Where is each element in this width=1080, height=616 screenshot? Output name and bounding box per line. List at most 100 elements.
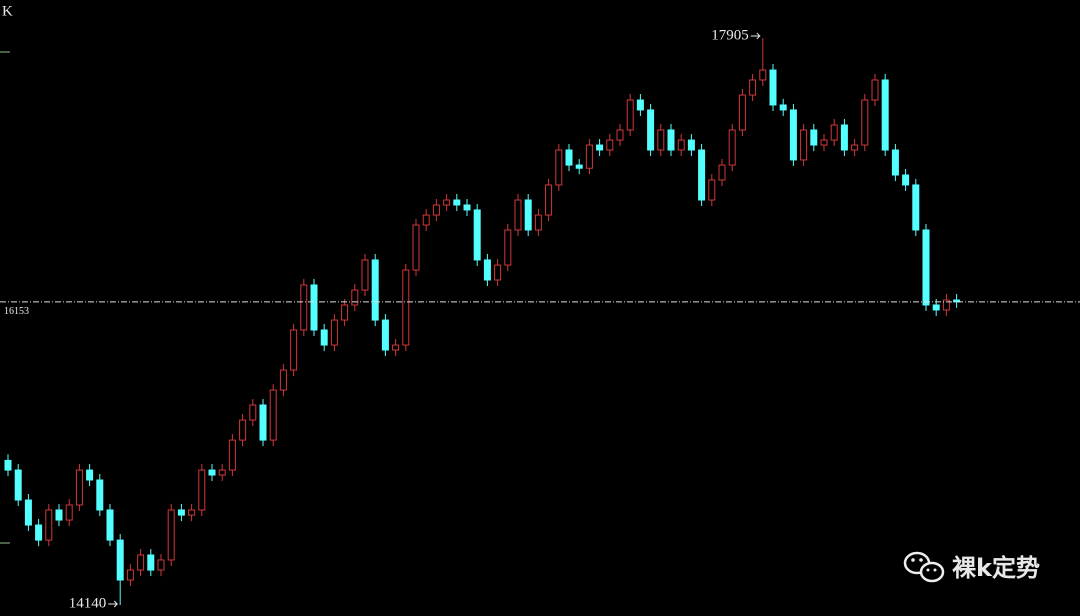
candle-body	[45, 509, 53, 541]
candle-body	[820, 139, 828, 146]
chart-title: K	[2, 3, 13, 19]
candle-body	[65, 504, 73, 521]
candle-body	[361, 259, 369, 291]
candle-body	[463, 204, 471, 211]
candle-body	[320, 329, 328, 346]
candle-body	[269, 389, 277, 441]
candle-body	[290, 329, 298, 371]
max-label: 17905	[711, 27, 749, 43]
candle-body	[606, 139, 614, 151]
candle-body	[494, 264, 502, 281]
candle-body	[392, 344, 400, 351]
candle-body	[330, 319, 338, 346]
candle-body	[636, 99, 644, 111]
candle-body	[300, 284, 308, 331]
candle-body	[800, 129, 808, 161]
last-price-label: 16153	[4, 306, 29, 317]
candle-body	[830, 124, 838, 141]
candle-body	[861, 99, 869, 146]
candle-body	[616, 129, 624, 141]
candle-body	[871, 79, 879, 101]
candle-body	[942, 299, 950, 311]
candle-body	[626, 99, 634, 131]
candle-body	[453, 199, 461, 206]
candle-body	[167, 509, 175, 561]
candle-body	[524, 199, 532, 231]
candle-body	[147, 554, 155, 571]
candle-body	[504, 229, 512, 266]
candle-body	[534, 214, 542, 231]
candle-body	[718, 164, 726, 181]
candle-body	[24, 499, 32, 526]
candle-body	[555, 149, 563, 186]
candle-body	[779, 104, 787, 111]
candle-body	[75, 469, 83, 506]
candle-body	[371, 259, 379, 321]
candle-body	[585, 144, 593, 169]
candle-body	[473, 209, 481, 261]
candle-body	[932, 304, 940, 311]
candle-body	[749, 79, 757, 96]
candle-body	[55, 509, 63, 521]
candle-body	[208, 469, 216, 476]
candle-body	[677, 139, 685, 151]
candle-body	[891, 149, 899, 176]
candle-body	[687, 139, 695, 151]
candle-body	[789, 109, 797, 161]
candle-body	[759, 69, 767, 81]
candle-body	[177, 509, 185, 516]
candle-body	[545, 184, 553, 216]
candle-body	[647, 109, 655, 151]
candle-body	[86, 469, 94, 481]
candle-body	[402, 269, 410, 346]
arrow	[108, 600, 118, 608]
candle-body	[698, 149, 706, 201]
candle-body	[483, 259, 491, 281]
candle-body	[157, 559, 165, 571]
candle-body	[657, 129, 665, 151]
candle-body	[443, 199, 451, 206]
wechat-icon	[903, 551, 945, 583]
min-label: 14140	[69, 595, 107, 611]
candle-body	[728, 129, 736, 166]
candle-body	[575, 164, 583, 169]
candle-body	[137, 554, 145, 571]
watermark: 裸k定势	[952, 554, 1040, 582]
candle-body	[259, 404, 267, 441]
candle-body	[351, 289, 359, 306]
candle-body	[96, 479, 104, 511]
candle-body	[239, 419, 247, 441]
candle-body	[922, 229, 930, 306]
candle-body	[840, 124, 848, 151]
candle-body	[667, 129, 675, 151]
candle-body	[902, 174, 910, 186]
candle-body	[198, 469, 206, 511]
candle-body	[249, 404, 257, 421]
candle-body	[912, 184, 920, 231]
candle-body	[412, 224, 420, 271]
candle-body	[953, 299, 961, 303]
candle-body	[310, 284, 318, 331]
candle-body	[738, 94, 746, 131]
candle-body	[565, 149, 573, 166]
candle-body	[432, 204, 440, 216]
candle-body	[381, 319, 389, 351]
candle-body	[188, 509, 196, 516]
candle-body	[279, 369, 287, 391]
candle-body	[514, 199, 522, 231]
candle-body	[35, 524, 43, 541]
candle-body	[228, 439, 236, 471]
candle-body	[769, 69, 777, 106]
candle-body	[881, 79, 889, 151]
candle-body	[14, 469, 22, 501]
candle-body	[126, 569, 134, 581]
candle-body	[810, 129, 818, 146]
candle-body	[106, 509, 114, 541]
arrow	[750, 32, 761, 40]
candle-body	[851, 144, 859, 151]
candle-body	[341, 304, 349, 321]
candle-body	[116, 539, 124, 581]
candle-body	[596, 144, 604, 151]
